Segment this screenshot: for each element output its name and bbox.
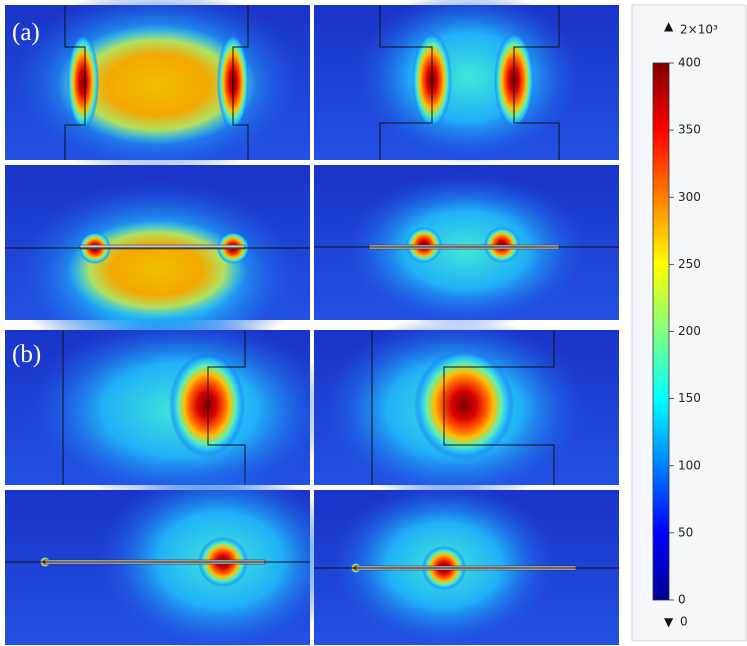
geometry-outline	[207, 330, 246, 485]
field-panel	[314, 165, 619, 328]
field-blob	[67, 34, 99, 130]
geometry-outline	[232, 5, 249, 160]
min-arrow: ▼	[664, 615, 674, 629]
geometry-outline	[379, 5, 433, 160]
strip	[79, 244, 246, 250]
tick-label: 100	[678, 458, 701, 472]
geometry-outline	[443, 330, 555, 485]
max-arrow: ▲	[664, 19, 674, 33]
field-blob	[414, 350, 514, 460]
field-panel	[5, 465, 345, 646]
field-blob	[354, 0, 584, 165]
field-blob	[57, 25, 257, 145]
panel-label: (b)	[12, 341, 41, 368]
field-blob	[169, 353, 245, 457]
tick-label: 350	[678, 123, 701, 137]
colorbar-panel	[631, 4, 747, 642]
field-panel	[5, 315, 335, 505]
colorbar-max: 2×10³	[680, 23, 718, 37]
tick-label: 0	[678, 593, 686, 607]
tick-label: 300	[678, 190, 701, 204]
colorbar-ticks: 0 50 100 150 200 250 300 350 400	[669, 56, 701, 607]
tick-label: 400	[678, 56, 701, 70]
colorbar	[652, 62, 670, 601]
panel-label: (a)	[12, 19, 40, 46]
field-panel	[314, 480, 619, 646]
tick-label: 250	[678, 257, 701, 271]
tick-label: 50	[678, 525, 693, 539]
tick-label: 150	[678, 391, 701, 405]
colorbar-min: 0	[680, 615, 688, 629]
field-panel	[5, 0, 310, 177]
geometry-outline	[64, 5, 86, 160]
field-panel	[314, 0, 619, 165]
tick-label: 200	[678, 324, 701, 338]
field-panel	[314, 315, 619, 505]
geometry-outline	[513, 5, 560, 160]
field-blob	[341, 172, 591, 328]
field-maps	[5, 0, 619, 646]
